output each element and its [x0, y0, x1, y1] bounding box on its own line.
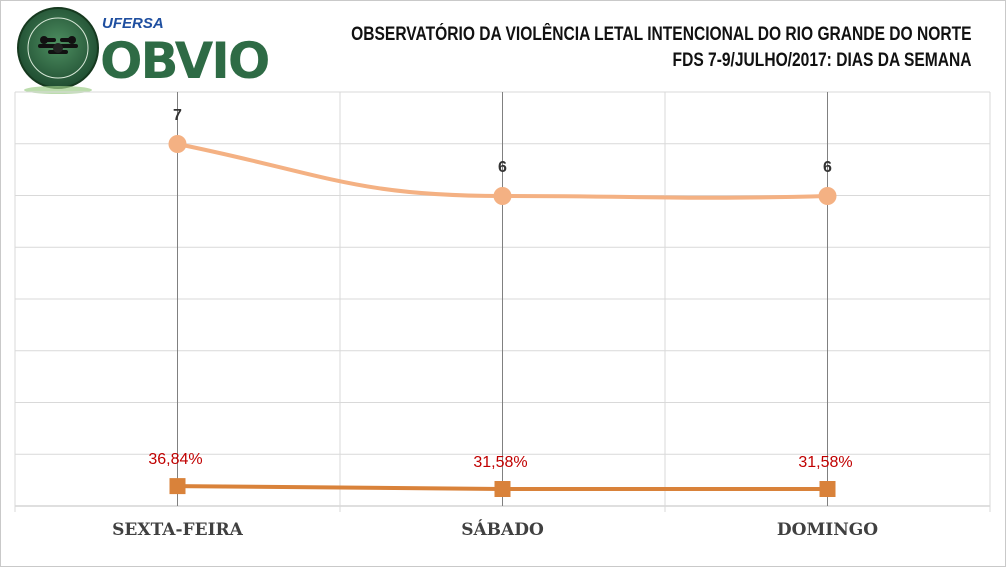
count-point: [493, 187, 512, 205]
count-data-label: 6: [823, 159, 832, 176]
chart-title: OBSERVATÓRIO DA VIOLÊNCIA LETAL INTENCIO…: [351, 24, 972, 45]
percent-data-label: 31,58%: [473, 454, 527, 471]
percent-point: [494, 481, 511, 497]
x-tick-label: SÁBADO: [461, 519, 544, 540]
count-point: [818, 187, 837, 205]
x-tick-label: DOMINGO: [777, 520, 878, 540]
obvio-logo: UFERSA OBVIO: [17, 7, 270, 94]
x-tick-label: SEXTA-FEIRA: [112, 520, 243, 540]
count-data-label: 6: [498, 159, 507, 176]
count-data-label: 7: [173, 107, 182, 124]
chart-subtitle: FDS 7-9/JULHO/2017: DIAS DA SEMANA: [673, 50, 972, 71]
logo-institution: UFERSA: [102, 15, 164, 32]
percent-point: [819, 481, 836, 497]
percent-point: [169, 478, 186, 495]
logo-brand: OBVIO: [100, 32, 268, 90]
count-point: [168, 135, 187, 153]
percent-data-label: 31,58%: [798, 454, 852, 471]
percent-data-label: 36,84%: [148, 451, 202, 468]
chart-header: OBSERVATÓRIO DA VIOLÊNCIA LETAL INTENCIO…: [352, 22, 972, 74]
